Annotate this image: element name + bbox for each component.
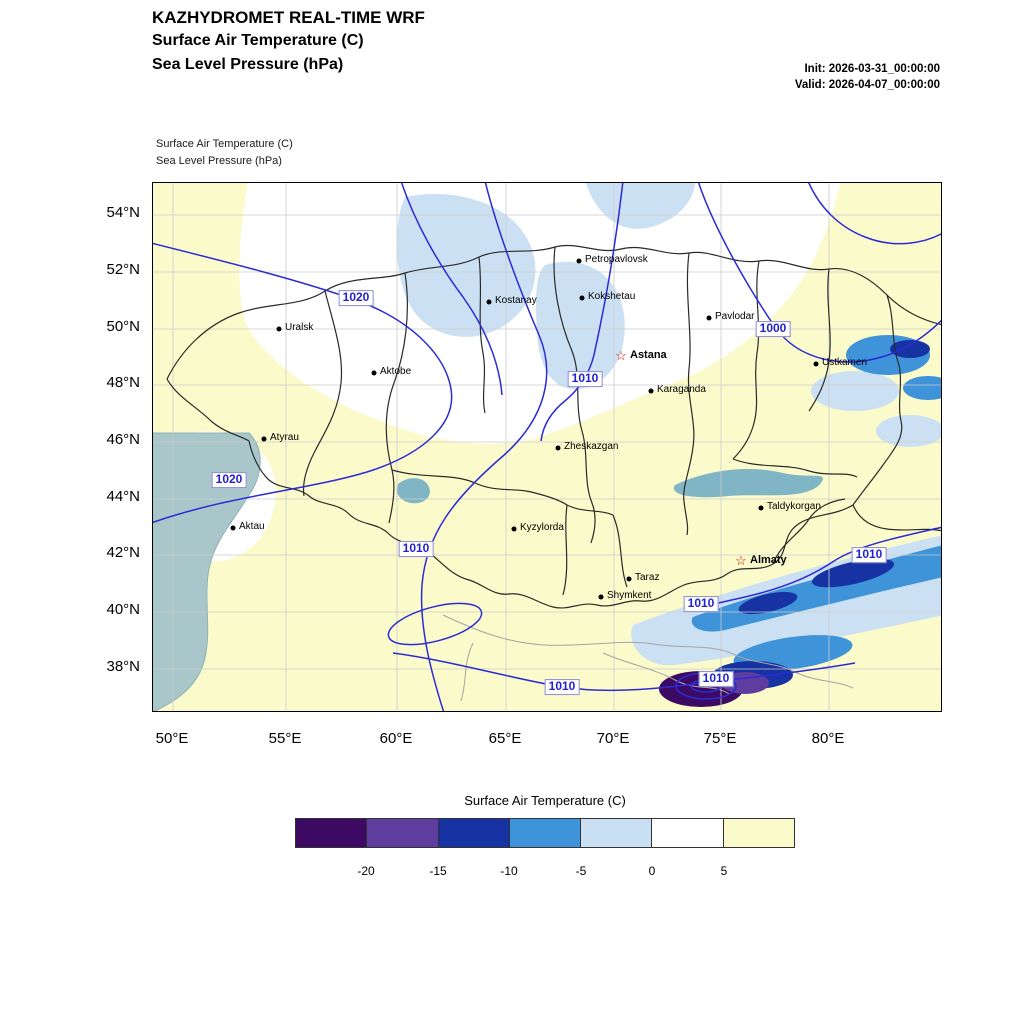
- pressure-label: 1010: [398, 541, 434, 557]
- aral-sea: [396, 478, 430, 504]
- lon-label: 80°E: [811, 730, 845, 747]
- city-marker-taraz: [626, 576, 632, 582]
- lon-label: 60°E: [379, 730, 413, 747]
- colorbar-segment: [367, 819, 439, 847]
- colorbar-segment: [581, 819, 653, 847]
- capital-label: Almaty: [750, 554, 787, 566]
- colorbar-title: Surface Air Temperature (C): [464, 793, 626, 808]
- lon-label: 65°E: [488, 730, 522, 747]
- lat-label: 42°N: [106, 544, 140, 561]
- city-marker-atyrau: [261, 436, 267, 442]
- lat-label: 52°N: [106, 261, 140, 278]
- colorbar-tick: 0: [648, 864, 656, 878]
- lat-label: 48°N: [106, 374, 140, 391]
- lat-label: 40°N: [106, 601, 140, 618]
- city-label: Atyrau: [270, 432, 299, 443]
- pressure-label: 1010: [698, 671, 734, 687]
- city-label: Kyzylorda: [520, 522, 564, 533]
- capital-label: Astana: [630, 349, 667, 361]
- page-title: KAZHYDROMET REAL-TIME WRF: [152, 8, 425, 27]
- graticule: [153, 183, 941, 711]
- colorbar-segment: [438, 819, 510, 847]
- run-info: Init: 2026-03-31_00:00:00 Valid: 2026-04…: [795, 62, 940, 93]
- lake-balkhash: [673, 469, 823, 498]
- city-label: Kostanay: [495, 295, 537, 306]
- city-marker-kyzylorda: [511, 526, 517, 532]
- colorbar-tick: -20: [357, 864, 375, 878]
- city-label: Shymkent: [607, 590, 652, 601]
- colorbar-tick: -10: [500, 864, 518, 878]
- city-marker-zheskazgan: [555, 445, 561, 451]
- city-marker-pavlodar: [706, 315, 712, 321]
- city-marker-ustkamen: [813, 361, 819, 367]
- lat-label: 50°N: [106, 318, 140, 335]
- lat-label: 44°N: [106, 488, 140, 505]
- city-marker-taldykorgan: [758, 505, 764, 511]
- map-frame: Petropavlovsk Kostanay Kokshetau Pavloda…: [152, 182, 942, 712]
- colorbar-tick: 5: [720, 864, 728, 878]
- city-marker-karaganda: [648, 388, 654, 394]
- colorbar-tick: -15: [429, 864, 447, 878]
- city-marker-aktau: [230, 525, 236, 531]
- colorbar-segment: [296, 819, 368, 847]
- colorbar-segment: [652, 819, 724, 847]
- pressure-contours: [153, 183, 941, 711]
- city-label: Pavlodar: [715, 311, 755, 322]
- city-marker-uralsk: [276, 326, 282, 332]
- lon-label: 55°E: [268, 730, 302, 747]
- colorbar: [295, 818, 795, 848]
- lon-label: 75°E: [703, 730, 737, 747]
- city-marker-shymkent: [598, 594, 604, 600]
- city-label: Zheskazgan: [564, 441, 619, 452]
- pressure-label: 1000: [755, 321, 791, 337]
- city-label: Aktau: [239, 521, 265, 532]
- figure-legend: Surface Air Temperature (C) Sea Level Pr…: [156, 136, 293, 169]
- legend-line-temperature: Surface Air Temperature (C): [156, 138, 293, 150]
- subtitle-pressure: Sea Level Pressure (hPa): [152, 56, 344, 73]
- pressure-label: 1010: [544, 679, 580, 695]
- city-marker-kokshetau: [579, 295, 585, 301]
- city-label: Ustkamen: [822, 357, 868, 368]
- region-borders: [166, 244, 941, 609]
- lon-label: 50°E: [155, 730, 189, 747]
- capital-star-icon: ☆: [615, 347, 627, 363]
- city-label: Uralsk: [285, 322, 314, 333]
- caspian-sea: [153, 432, 261, 711]
- init-time: Init: 2026-03-31_00:00:00: [804, 63, 940, 75]
- colorbar-tick: -5: [575, 864, 587, 878]
- city-marker-petropavlovsk: [576, 258, 582, 264]
- city-label: Aktobe: [380, 366, 412, 377]
- pressure-label: 1010: [567, 371, 603, 387]
- valid-time: Valid: 2026-04-07_00:00:00: [794, 78, 940, 91]
- lat-label: 46°N: [106, 431, 140, 448]
- city-marker-kostanay: [486, 299, 492, 305]
- colorbar-segment: [723, 819, 794, 847]
- city-label: Karaganda: [657, 384, 706, 395]
- pressure-label: 1020: [338, 290, 374, 306]
- map-canvas: [153, 183, 941, 711]
- city-label: Kokshetau: [588, 291, 636, 302]
- city-label: Taldykorgan: [767, 501, 821, 512]
- capital-star-icon: ☆: [735, 552, 747, 568]
- city-marker-aktobe: [371, 370, 377, 376]
- pressure-label: 1010: [851, 547, 887, 563]
- subtitle-temperature: Surface Air Temperature (C): [152, 32, 364, 49]
- colorbar-segment: [509, 819, 582, 847]
- lon-label: 70°E: [596, 730, 630, 747]
- city-label: Petropavlovsk: [585, 254, 648, 265]
- legend-line-pressure: Sea Level Pressure (hPa): [156, 154, 282, 167]
- pressure-label: 1010: [683, 596, 719, 612]
- lat-label: 54°N: [106, 204, 140, 221]
- city-label: Taraz: [635, 572, 660, 583]
- lat-label: 38°N: [106, 658, 140, 675]
- pressure-label: 1020: [211, 472, 247, 488]
